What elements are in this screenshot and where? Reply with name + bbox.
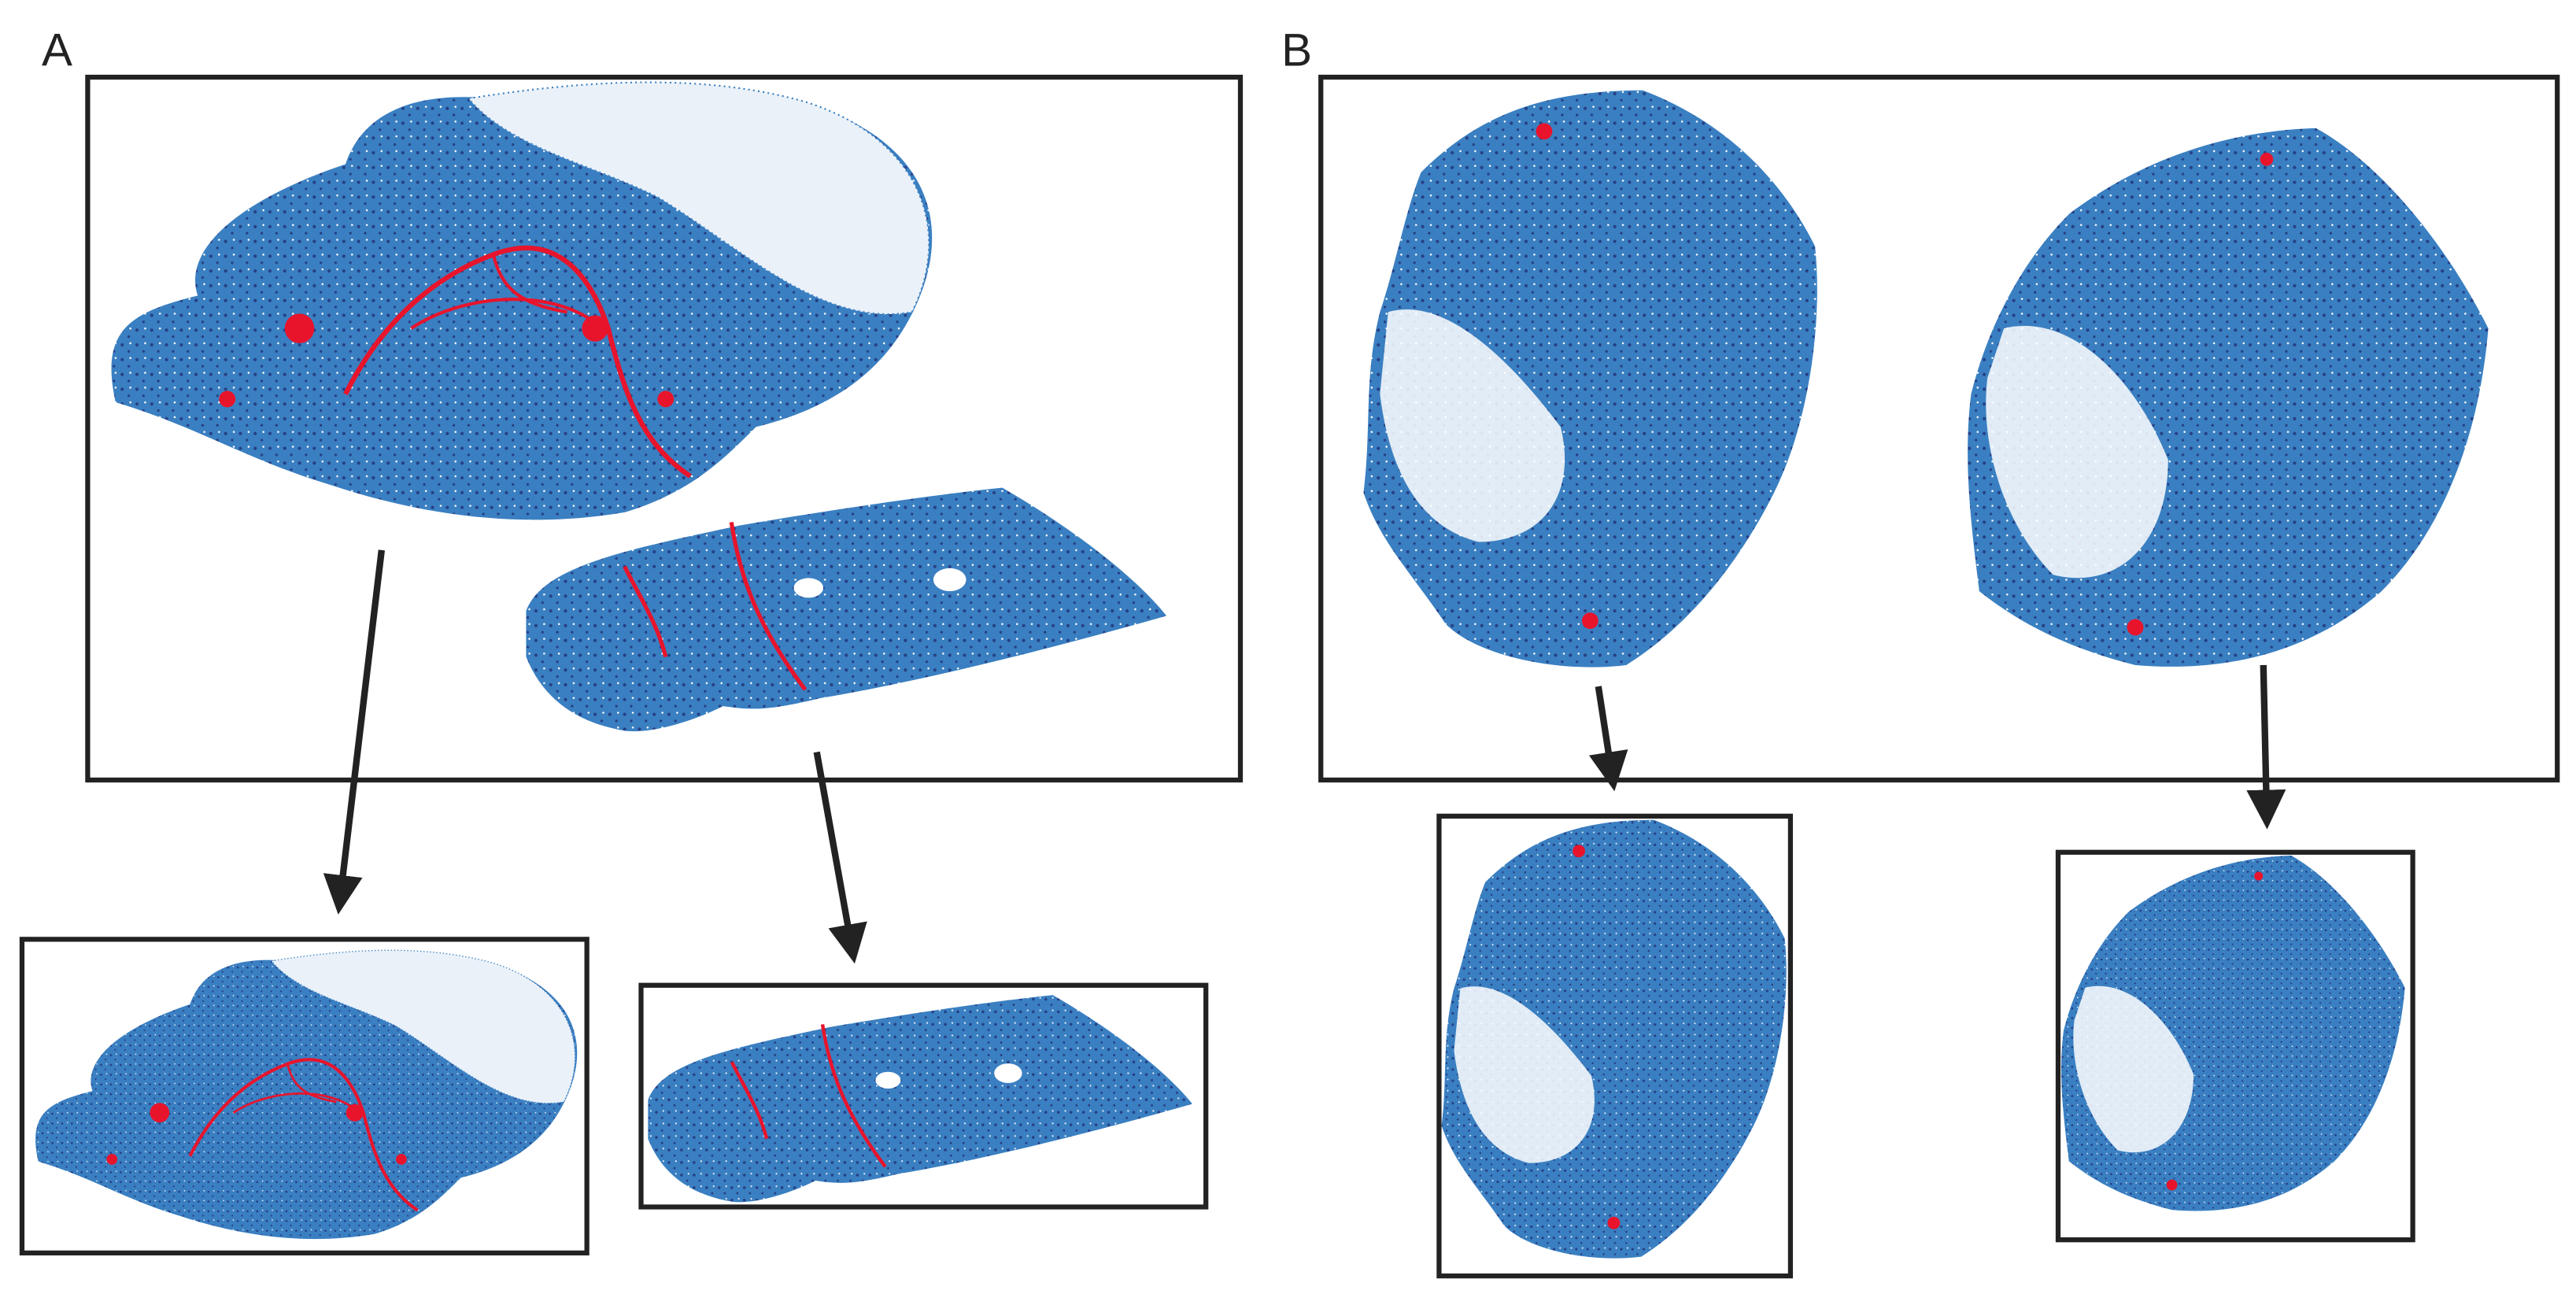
arrow [813, 751, 867, 964]
panel-label: A [42, 24, 72, 76]
arrow [1588, 686, 1628, 792]
panel-label: B [1281, 24, 1312, 76]
arrow [2246, 664, 2286, 830]
arrow [323, 549, 386, 915]
